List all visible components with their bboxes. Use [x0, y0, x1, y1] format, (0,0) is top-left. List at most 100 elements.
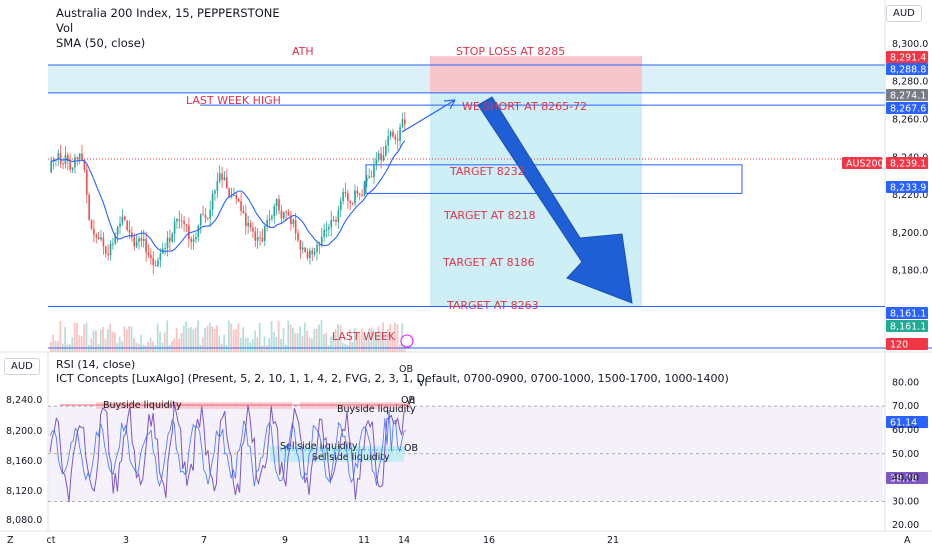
- volume-bar: [372, 329, 375, 352]
- candle-body: [176, 219, 178, 222]
- volume-bar: [152, 341, 154, 352]
- candle-body: [339, 201, 342, 211]
- price-axis-tick: 8,280.0: [892, 77, 928, 88]
- volume-bar: [322, 333, 325, 352]
- volume-bar: [251, 339, 254, 352]
- rsi-legend: RSI (14, close) ICT Concepts [LuxAlgo] (…: [56, 358, 729, 386]
- candle-body: [57, 153, 60, 160]
- volume-bar: [128, 326, 131, 352]
- candle-body: [109, 243, 112, 256]
- candle-body: [368, 176, 371, 179]
- candle-body: [202, 214, 204, 216]
- time-axis-tick: 14: [398, 535, 410, 546]
- candle-body: [221, 173, 223, 180]
- rsi-currency-button[interactable]: AUD: [4, 358, 40, 375]
- candle-body: [112, 243, 114, 245]
- price-tag: [886, 307, 928, 319]
- buyside-zone-right: [300, 402, 410, 409]
- volume-bar: [265, 345, 268, 352]
- volume-bar: [327, 345, 330, 352]
- price-tag: [886, 89, 928, 101]
- volume-bar: [68, 344, 71, 352]
- volume-bar: [280, 338, 282, 352]
- candle-body: [237, 198, 240, 202]
- volume-bar: [83, 324, 85, 352]
- rsi-left-axis-tick: 8,080.0: [6, 515, 42, 526]
- volume-bar: [382, 322, 385, 352]
- candle-body: [78, 153, 81, 159]
- volume-bar: [356, 332, 358, 352]
- candle-body: [235, 194, 238, 199]
- candle-body: [266, 220, 268, 226]
- volume-bar: [182, 325, 185, 352]
- candle-body: [95, 234, 98, 238]
- volume-bar: [175, 328, 178, 352]
- candle-body: [344, 191, 347, 194]
- zoom-icon: Z: [7, 535, 14, 546]
- candle-body: [384, 145, 387, 156]
- volume-bar: [379, 330, 382, 352]
- volume-bar: [289, 324, 292, 352]
- volume-bar: [284, 344, 287, 352]
- volume-bar: [360, 328, 363, 352]
- volume-bar: [330, 336, 332, 352]
- volume-bar: [263, 336, 266, 352]
- volume-bar: [358, 331, 361, 352]
- volume-bar: [192, 329, 195, 352]
- candle-body: [316, 244, 318, 253]
- volume-bar: [332, 334, 335, 352]
- candle-body: [97, 237, 100, 240]
- volume-bar: [223, 334, 226, 352]
- candle-body: [159, 253, 162, 261]
- candle-body: [349, 200, 352, 204]
- sma-label: SMA (50, close): [56, 36, 146, 50]
- rsi-axis-tick: 20.00: [892, 520, 919, 531]
- candle-body: [216, 181, 219, 191]
- we-short-label: WE SHORT AT 8265-72: [462, 100, 587, 113]
- candle-body: [389, 131, 392, 137]
- candle-body: [313, 252, 316, 255]
- candle-body: [142, 238, 145, 241]
- price-axis-tick: 8,180.0: [892, 266, 928, 277]
- candle-body: [154, 265, 157, 267]
- volume-bar: [398, 344, 401, 352]
- candle-body: [209, 209, 212, 219]
- candle-body: [347, 193, 349, 201]
- volume-bar: [389, 323, 392, 352]
- candle-body: [230, 195, 233, 198]
- candle-body: [85, 169, 88, 195]
- volume-bar: [306, 330, 309, 352]
- volume-bar: [106, 329, 109, 352]
- buyside-zone-left: [96, 402, 292, 409]
- time-axis-tick: 7: [201, 535, 207, 546]
- volume-bar: [76, 322, 78, 352]
- volume-bar: [394, 322, 396, 352]
- volume-bar: [187, 327, 190, 352]
- price-axis-tick: 8,200.0: [892, 228, 928, 239]
- candle-body: [392, 131, 394, 137]
- alert-icon: [400, 334, 414, 348]
- last-week-label: LAST WEEK: [332, 330, 396, 343]
- candle-body: [218, 173, 221, 182]
- volume-bar: [218, 335, 221, 352]
- candle-body: [119, 223, 121, 227]
- candle-body: [311, 250, 314, 255]
- ob-label-mid: OB: [401, 395, 415, 406]
- price-tag: [886, 51, 928, 63]
- volume-bar: [294, 333, 297, 352]
- volume-bar: [57, 341, 59, 352]
- price-tag: [886, 102, 928, 114]
- volume-bar: [54, 340, 57, 352]
- candle-body: [380, 153, 382, 161]
- candle-body: [233, 194, 235, 196]
- candle-body: [252, 227, 254, 232]
- candle-body: [356, 190, 359, 194]
- candle-body: [399, 126, 401, 141]
- price-tag-label: 8,161.1: [890, 309, 926, 320]
- volume-bar: [292, 327, 294, 352]
- currency-button[interactable]: AUD: [886, 5, 922, 22]
- volume-bar: [111, 331, 114, 352]
- volume-bar: [230, 323, 233, 352]
